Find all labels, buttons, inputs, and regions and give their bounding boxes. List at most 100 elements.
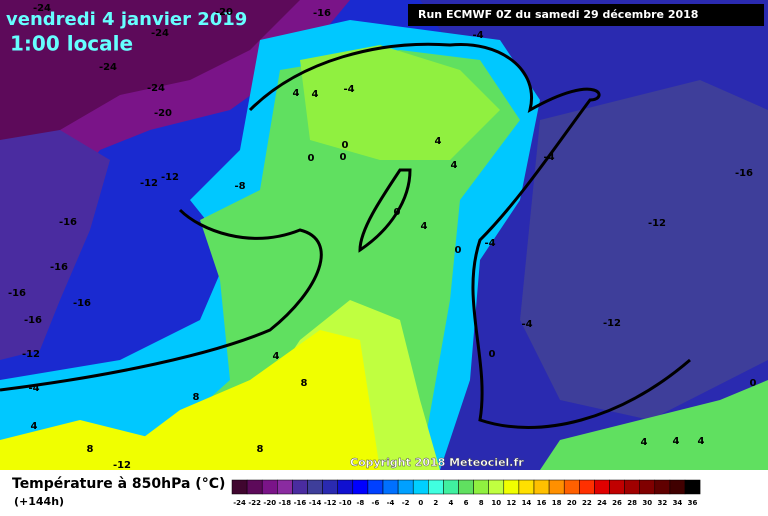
- scale-swatch: [624, 479, 640, 495]
- scale-tick-label: -10: [339, 499, 352, 507]
- contour-label: -12: [22, 349, 40, 360]
- scale-swatch: [458, 479, 474, 495]
- contour-label: -16: [313, 8, 331, 19]
- scale-tick-label: -12: [324, 499, 337, 507]
- scale-tick-label: 12: [506, 499, 516, 507]
- contour-label: -16: [8, 288, 26, 299]
- copyright: Copyright 2018 Meteociel.fr: [350, 456, 524, 469]
- scale-swatch: [337, 479, 354, 495]
- contour-label: 0: [308, 153, 315, 164]
- lead-time: (+144h): [14, 495, 64, 508]
- contour-label: -12: [140, 178, 158, 189]
- zero-isotherm: [0, 42, 691, 429]
- scale-tick-label: 22: [582, 499, 592, 507]
- contour-label: -16: [735, 168, 753, 179]
- scale-tick-label: 30: [642, 499, 652, 507]
- scale-swatch: [488, 479, 505, 495]
- contour-label: -20: [215, 7, 233, 18]
- contour-label: 4: [421, 221, 428, 232]
- contour-label: -24: [147, 83, 165, 94]
- scale-tick-label: 10: [491, 499, 501, 507]
- contour-labels: -24 -20 -16-24-24-24-20-12-12-8-16-16-16-1…: [8, 3, 757, 471]
- scale-swatch: [503, 479, 520, 495]
- contour-label: 0: [750, 378, 757, 389]
- scale-swatch: [352, 479, 369, 495]
- map-field: [0, 0, 768, 470]
- map-date: vendredi 4 janvier 2019: [6, 9, 247, 30]
- scale-tick-label: 26: [612, 499, 622, 507]
- scale-swatch: [307, 479, 323, 495]
- scale-tick-label: 28: [627, 499, 637, 507]
- scale-swatch: [669, 479, 686, 495]
- scale-tick-label: 0: [418, 499, 423, 507]
- contour-label: -16: [59, 217, 77, 228]
- scale-tick-label: -20: [263, 499, 276, 507]
- scale-swatch: [277, 479, 293, 495]
- scale-swatch: [322, 479, 338, 495]
- scale-tick-label: 24: [597, 499, 607, 507]
- scale-swatch: [563, 479, 580, 495]
- scale-tick-label: -22: [248, 499, 261, 507]
- contour-label: -20: [154, 108, 172, 119]
- scale-tick-label: 2: [433, 499, 438, 507]
- contour-label: 8: [257, 444, 264, 455]
- scale-tick-label: 32: [657, 499, 667, 507]
- scale-tick-label: -14: [309, 499, 322, 507]
- scale-swatch: [594, 479, 610, 495]
- contour-label: 0: [342, 140, 349, 151]
- contour-label: -24: [151, 28, 169, 39]
- contour-label: 0: [340, 152, 347, 163]
- scale-swatch: [654, 479, 671, 495]
- color-scale: -24 -22 -20 -18 -16 -14 -12 -10 -8 -6 -4 -2 0 2 4 6 8 10 1…: [231, 479, 701, 507]
- scale-swatch: [579, 479, 595, 495]
- run-info: Run ECMWF 0Z du samedi 29 décembre 2018: [418, 8, 698, 21]
- contour-label: 4: [641, 437, 648, 448]
- contour-label: -12: [648, 218, 666, 229]
- scale-swatch: [533, 479, 550, 495]
- scale-tick-label: -2: [402, 499, 410, 507]
- scale-swatch: [261, 479, 278, 495]
- contour-label: 0: [455, 245, 462, 256]
- contour-label: 8: [193, 392, 200, 403]
- scale-swatch: [639, 479, 656, 495]
- scale-swatch: [397, 479, 414, 495]
- scale-swatch: [548, 479, 565, 495]
- scale-tick-label: 6: [464, 499, 469, 507]
- scale-tick-label: 8: [479, 499, 484, 507]
- contour-label: 8: [301, 378, 308, 389]
- contour-label: 4: [435, 136, 442, 147]
- run-banner: [408, 4, 764, 26]
- scale-swatch: [609, 479, 625, 495]
- scale-swatch: [518, 479, 535, 495]
- contour-label: 0: [489, 349, 496, 360]
- contour-label: -4: [484, 238, 495, 249]
- legend-title: Température à 850hPa (°C): [12, 476, 225, 492]
- contour-label: -4: [28, 383, 39, 394]
- scale-tick-label: 4: [449, 499, 454, 507]
- map-time: 1:00 locale: [10, 32, 133, 56]
- scale-tick-label: -4: [387, 499, 395, 507]
- contour-label: -24: [33, 3, 51, 14]
- scale-tick-label: -24: [233, 499, 246, 507]
- contour-label: -4: [543, 152, 554, 163]
- contour-label: -4: [343, 84, 354, 95]
- contour-label: -24: [99, 62, 117, 73]
- scale-tick-label: -18: [279, 499, 292, 507]
- scale-swatch: [246, 479, 263, 495]
- contour-label: -16: [73, 298, 91, 309]
- scale-tick-label: -8: [356, 499, 364, 507]
- contour-label: 4: [451, 160, 458, 171]
- scale-tick-label: 16: [537, 499, 547, 507]
- contour-label: -12: [113, 460, 131, 471]
- contour-label: -12: [603, 318, 621, 329]
- contour-label: -4: [521, 319, 532, 330]
- scale-tick-label: -16: [294, 499, 307, 507]
- scale-swatch: [443, 479, 459, 495]
- scale-swatch: [428, 479, 444, 495]
- contour-label: 4: [673, 436, 680, 447]
- contour-label: 4: [293, 88, 300, 99]
- contour-label: -4: [472, 30, 483, 41]
- contour-label: 4: [31, 421, 38, 432]
